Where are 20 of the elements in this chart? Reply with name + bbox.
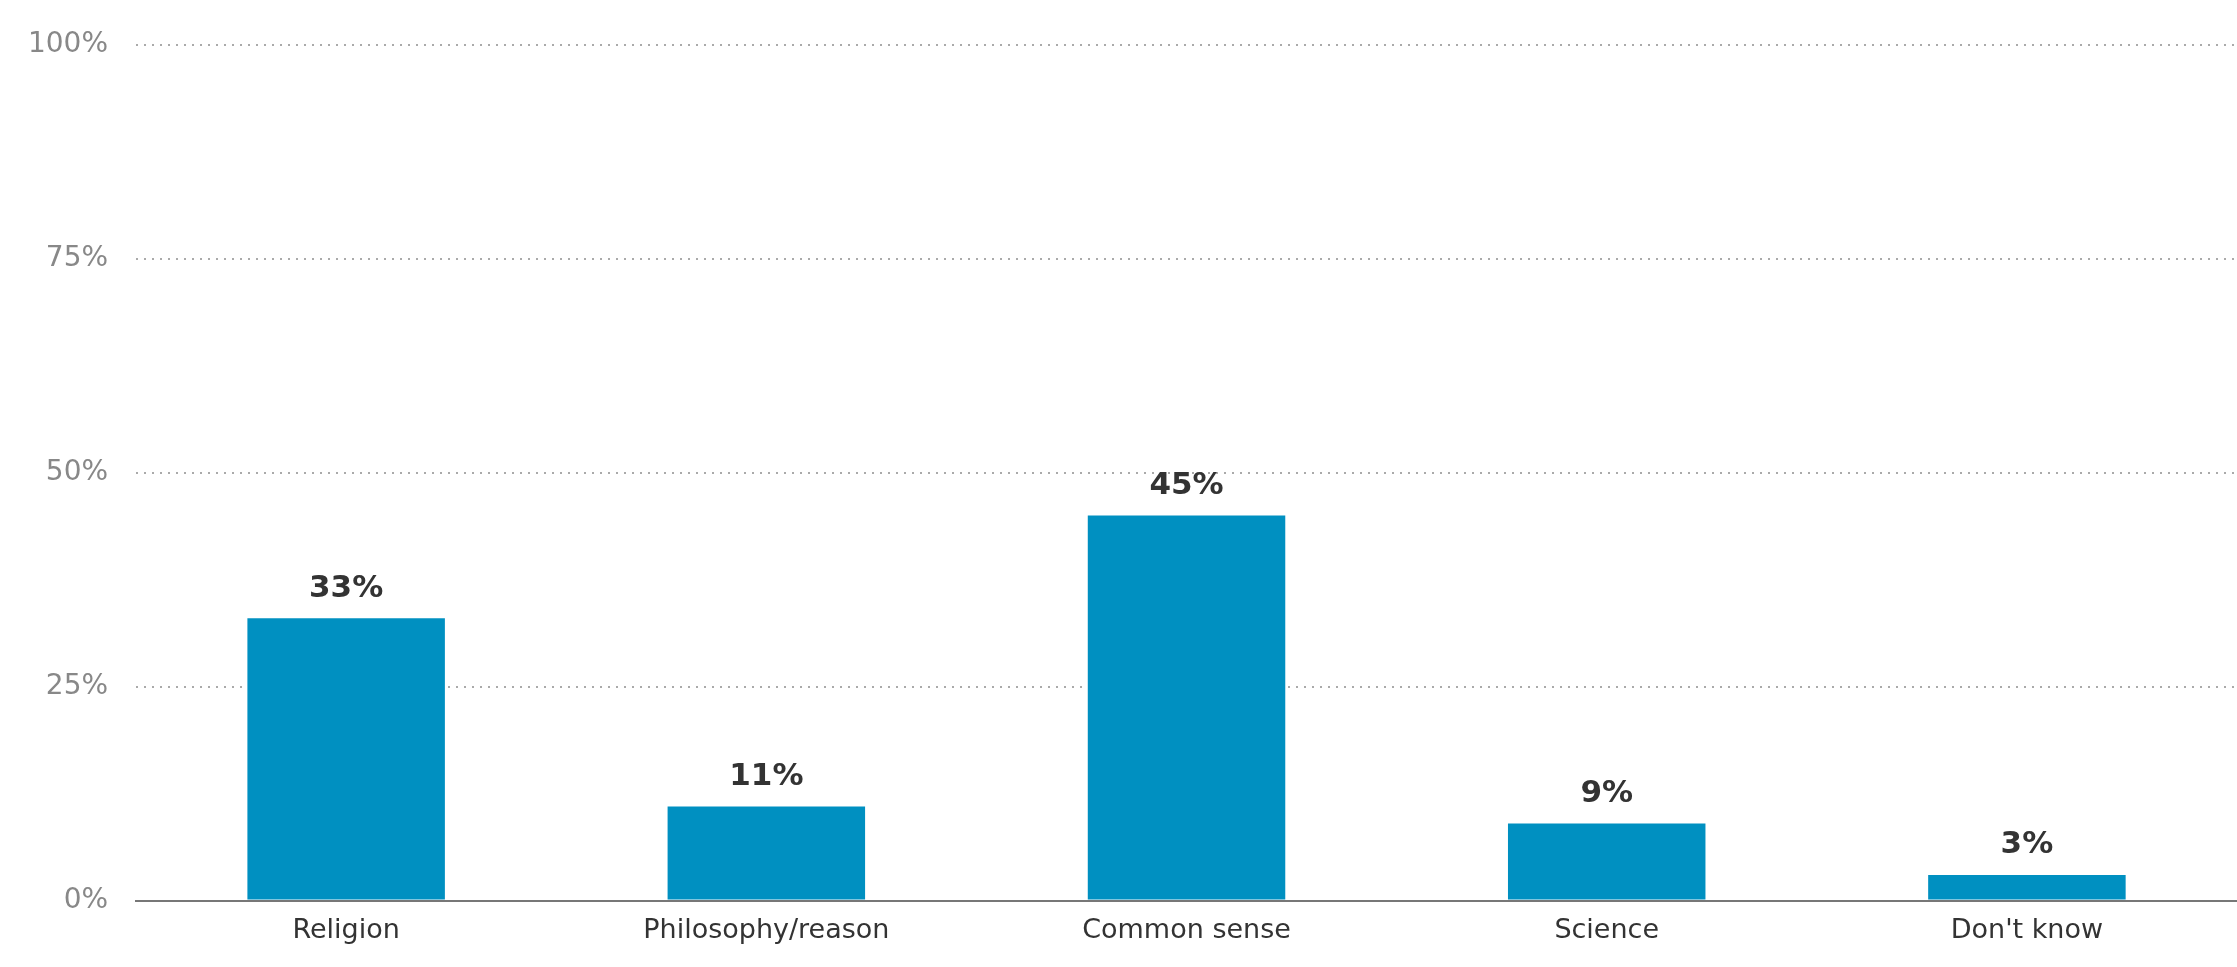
x-tick-label: Don't know [1950, 912, 2104, 944]
data-label: 9% [1580, 773, 1634, 810]
y-tick-label: 100% [27, 26, 109, 60]
y-tick-label: 50% [45, 453, 109, 487]
x-tick-label: Science [1554, 912, 1660, 944]
x-tick-label: Philosophy/reason [643, 912, 890, 944]
y-tick-label: 0% [63, 881, 109, 915]
bar [1928, 874, 2126, 900]
bar [1087, 515, 1286, 900]
bar [1507, 823, 1706, 900]
bar [667, 806, 866, 900]
data-label: 11% [729, 756, 804, 793]
data-label: 33% [309, 567, 384, 604]
data-label: 45% [1149, 465, 1224, 502]
y-tick-label: 75% [45, 240, 109, 274]
x-tick-label: Common sense [1082, 912, 1291, 944]
x-tick-label: Religion [292, 912, 400, 944]
bar [247, 618, 445, 900]
data-label: 3% [2000, 824, 2054, 861]
y-tick-label: 25% [45, 667, 109, 701]
